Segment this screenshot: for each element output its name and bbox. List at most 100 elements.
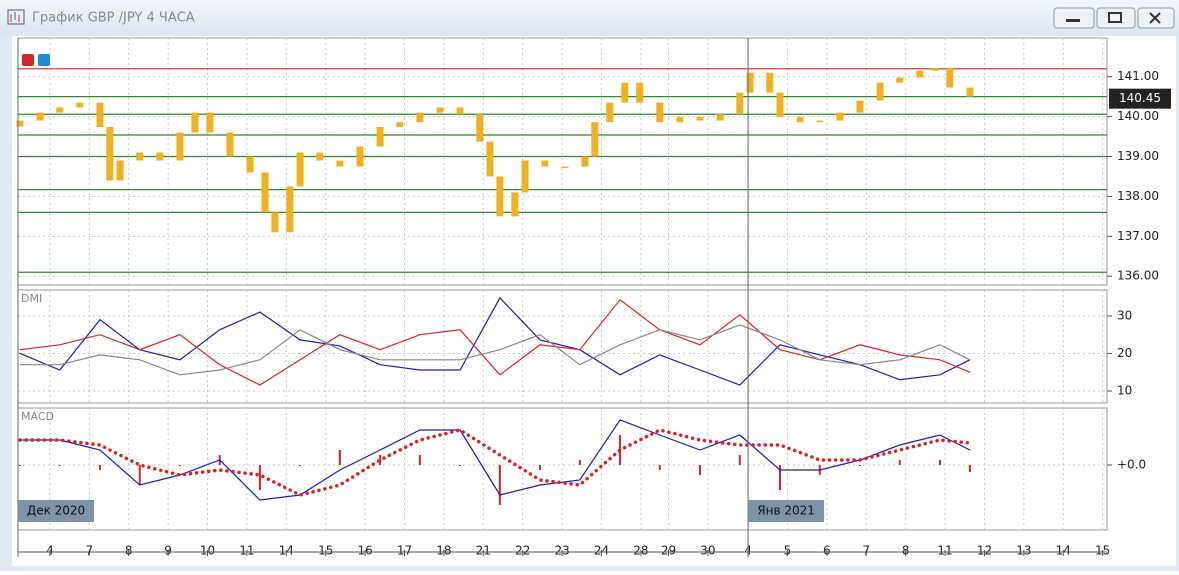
y-tick-label: 140.00	[1117, 109, 1159, 123]
y-tick-label: 139.00	[1117, 149, 1159, 163]
x-tick-label: 13	[1016, 544, 1031, 558]
candle-body	[226, 132, 234, 157]
candle-body	[656, 102, 664, 123]
close-button[interactable]	[1137, 7, 1175, 29]
x-tick-label: 15	[1095, 544, 1110, 558]
x-tick-label: 4	[46, 544, 54, 558]
histogram-bar	[539, 465, 542, 470]
x-tick-label: 24	[594, 544, 609, 558]
candle-body	[606, 102, 614, 123]
price-tag-label: 140.45	[1119, 91, 1161, 105]
candle-body	[931, 67, 939, 71]
x-tick-label: 10	[200, 544, 215, 558]
candle-body	[116, 160, 124, 181]
histogram-bar	[858, 465, 861, 466]
x-tick-label: 11	[937, 544, 952, 558]
candle-body	[581, 156, 589, 167]
x-tick-label: 7	[862, 544, 870, 558]
minimize-button[interactable]	[1053, 7, 1095, 29]
title-bar	[0, 0, 1179, 34]
histogram-bar	[299, 465, 302, 466]
y-tick-label: 10	[1117, 383, 1132, 397]
x-tick-label: 15	[318, 544, 333, 558]
x-tick-label: 22	[515, 544, 530, 558]
chart-area	[12, 36, 1176, 566]
candle-body	[316, 152, 324, 161]
candle-body	[946, 67, 954, 88]
histogram-bar	[18, 465, 21, 466]
candle-body	[206, 112, 214, 133]
panel-buttons	[22, 54, 50, 66]
histogram-bar	[459, 465, 462, 466]
histogram-bar	[968, 465, 971, 472]
candle-body	[736, 92, 744, 115]
histogram-bar	[578, 460, 581, 465]
candle-body	[676, 117, 684, 123]
candle-body	[286, 186, 294, 233]
candle-body	[511, 192, 519, 217]
histogram-bar	[658, 465, 661, 470]
candle-body	[106, 126, 114, 181]
candle-body	[636, 82, 644, 103]
y-tick-label: 137.00	[1117, 229, 1159, 243]
price-tag	[1109, 88, 1171, 109]
x-tick-label: 14	[279, 544, 294, 558]
x-tick-label: 23	[554, 544, 569, 558]
histogram-bar	[178, 465, 181, 466]
y-tick-label: 141.00	[1117, 69, 1159, 83]
candle-body	[916, 70, 924, 78]
indicator-line	[19, 324, 971, 376]
candle-body	[136, 152, 144, 161]
period-box	[18, 500, 94, 522]
histogram-bar	[898, 460, 901, 465]
candle-body	[496, 176, 504, 217]
candle-body	[36, 112, 44, 121]
x-tick-label: 18	[436, 544, 451, 558]
period-label: Дек 2020	[27, 504, 85, 518]
x-tick-label: 17	[397, 544, 412, 558]
histogram-bar	[258, 465, 261, 490]
candle-body	[766, 72, 774, 93]
histogram-bar	[379, 455, 382, 465]
candle-body	[261, 172, 269, 213]
candle-body	[561, 166, 569, 168]
histogram-bar	[418, 455, 421, 465]
candle-body	[621, 82, 629, 103]
indicator-line	[19, 296, 971, 386]
candle-body	[591, 122, 599, 157]
candle-body	[376, 126, 384, 147]
x-tick-label: 30	[700, 544, 715, 558]
histogram-bar	[98, 465, 101, 470]
candle-body	[396, 122, 404, 127]
candle-body	[16, 120, 24, 127]
y-tick-label: 136.00	[1117, 269, 1159, 283]
candle-body	[776, 92, 784, 118]
histogram-bar	[738, 455, 741, 465]
histogram-bar	[938, 460, 941, 465]
candle-body	[246, 156, 254, 173]
candle-body	[716, 114, 724, 121]
candle-body	[436, 107, 444, 113]
candle-body	[486, 141, 494, 177]
candle-body	[876, 82, 884, 101]
candle-body	[176, 132, 184, 161]
candle-body	[76, 102, 84, 108]
period-label: Янв 2021	[757, 504, 815, 518]
y-tick-label: 138.00	[1117, 189, 1159, 203]
panel-title: DMI	[21, 292, 42, 305]
candle-body	[271, 212, 279, 233]
candle-body	[191, 112, 199, 133]
app-icon	[7, 9, 25, 25]
candle-body	[541, 160, 549, 167]
x-tick-label: 8	[902, 544, 910, 558]
candle-body	[816, 120, 824, 123]
x-tick-label: 28	[633, 544, 648, 558]
maximize-button[interactable]	[1096, 7, 1136, 29]
histogram-bar	[699, 465, 702, 475]
candle-body	[521, 160, 529, 193]
candle-body	[896, 77, 904, 83]
window-title: График GBP /JPY 4 ЧАСА	[32, 11, 195, 26]
candle-body	[336, 160, 344, 167]
x-tick-label: 14	[1056, 544, 1071, 558]
